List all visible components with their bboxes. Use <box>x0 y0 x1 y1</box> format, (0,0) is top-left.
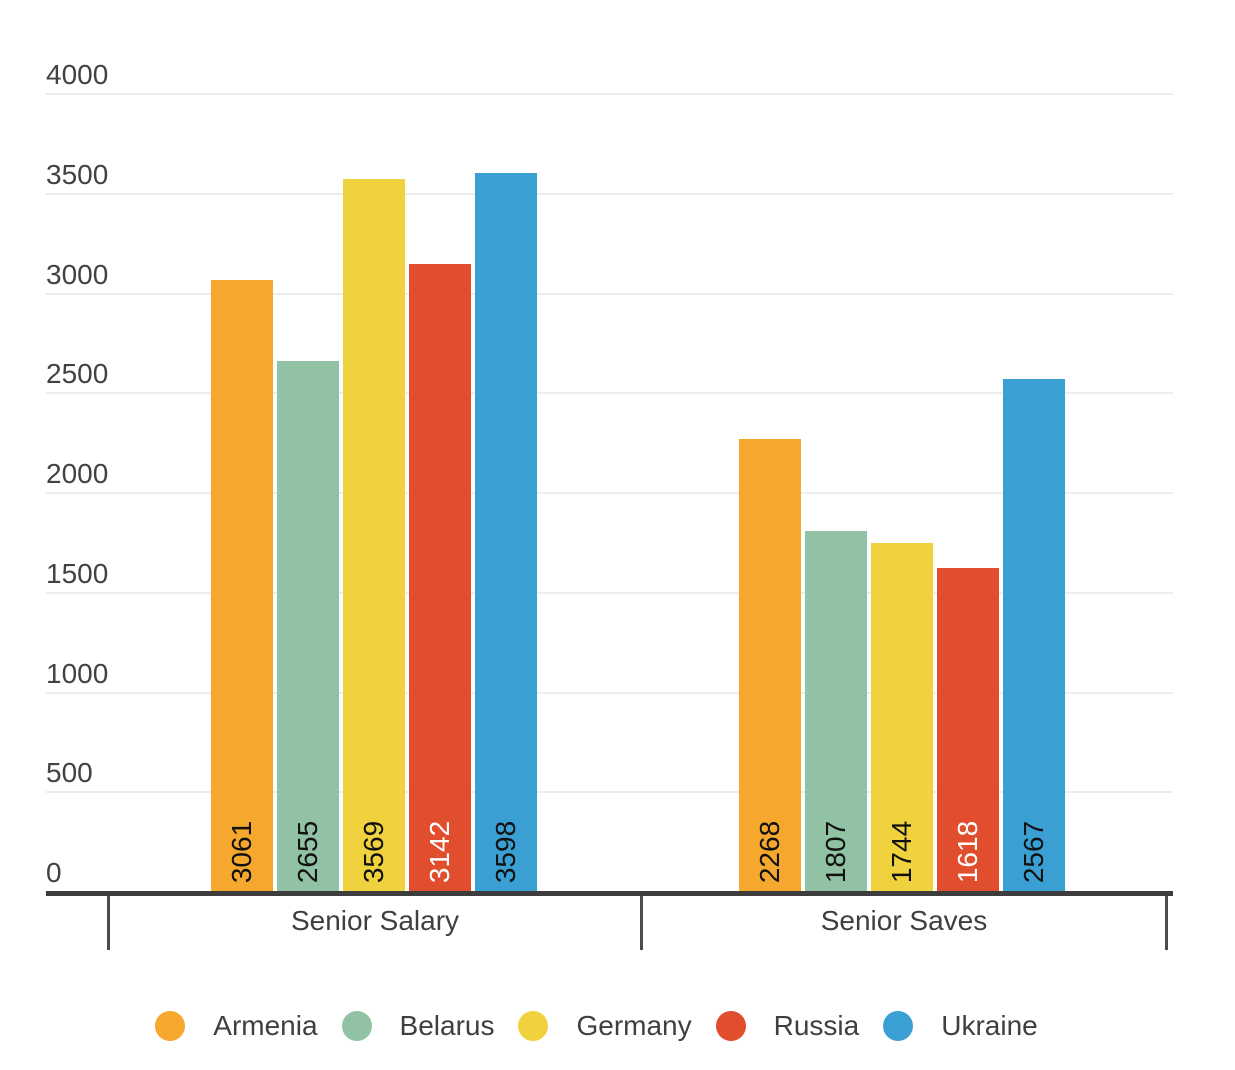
y-axis-tick-label: 2500 <box>46 358 109 389</box>
bar-value-label: 2567 <box>1018 820 1049 884</box>
y-gridline <box>46 193 1173 195</box>
y-gridline <box>46 93 1173 95</box>
legend-swatch-russia <box>715 1011 746 1041</box>
y-axis-tick-label: 1000 <box>46 658 109 689</box>
bar-russia-senior-saves[interactable]: 1618 <box>937 568 999 891</box>
legend-label: Armenia <box>213 1010 318 1041</box>
bar-value-label: 3598 <box>490 820 521 884</box>
bar-ukraine-senior-salary[interactable]: 3598 <box>475 173 537 891</box>
legend: Armenia Belarus Germany Russia Ukraine <box>0 1010 1235 1042</box>
category-section-senior-salary: Senior Salary <box>107 896 640 950</box>
bar-belarus-senior-salary[interactable]: 2655 <box>277 361 339 891</box>
x-axis-baseline <box>46 891 1173 896</box>
category-label: Senior Saves <box>820 905 988 936</box>
legend-swatch-armenia <box>155 1011 186 1041</box>
y-gridline <box>46 392 1173 394</box>
bar-armenia-senior-salary[interactable]: 3061 <box>211 280 273 891</box>
legend-label: Russia <box>773 1010 860 1041</box>
bar-value-label: 1744 <box>886 820 917 884</box>
bar-germany-senior-salary[interactable]: 3569 <box>343 179 405 891</box>
bar-belarus-senior-saves[interactable]: 1807 <box>805 531 867 891</box>
bar-value-label: 2655 <box>292 820 323 884</box>
y-axis-tick-label: 500 <box>46 757 93 788</box>
category-label: Senior Salary <box>290 905 460 936</box>
legend-label: Germany <box>576 1010 692 1041</box>
legend-item-ukraine[interactable]: Ukraine <box>883 1010 1038 1042</box>
bar-value-label: 1618 <box>952 820 983 884</box>
legend-swatch-ukraine <box>883 1011 914 1041</box>
bar-armenia-senior-saves[interactable]: 2268 <box>739 439 801 891</box>
y-axis-tick-label: 3000 <box>46 259 109 290</box>
legend-swatch-belarus <box>341 1011 372 1041</box>
bar-value-label: 1807 <box>820 820 851 884</box>
legend-item-germany[interactable]: Germany <box>518 1010 692 1042</box>
legend-label: Belarus <box>399 1010 495 1041</box>
bar-russia-senior-salary[interactable]: 3142 <box>409 264 471 891</box>
y-gridline <box>46 492 1173 494</box>
bar-value-label: 3142 <box>424 820 455 884</box>
y-axis-tick-label: 3500 <box>46 159 109 190</box>
category-section-senior-saves: Senior Saves <box>640 896 1168 950</box>
y-axis-tick-label: 1500 <box>46 558 109 589</box>
bar-value-label: 3569 <box>358 820 389 884</box>
y-gridline <box>46 293 1173 295</box>
y-gridline <box>46 692 1173 694</box>
legend-item-belarus[interactable]: Belarus <box>341 1010 495 1042</box>
y-axis-tick-label: 4000 <box>46 59 109 90</box>
y-gridline <box>46 791 1173 793</box>
bar-ukraine-senior-saves[interactable]: 2567 <box>1003 379 1065 891</box>
y-gridline <box>46 592 1173 594</box>
y-axis-tick-label: 0 <box>46 857 62 888</box>
legend-label: Ukraine <box>941 1010 1038 1041</box>
legend-item-armenia[interactable]: Armenia <box>155 1010 318 1042</box>
y-axis-tick-label: 2000 <box>46 458 109 489</box>
bar-germany-senior-saves[interactable]: 1744 <box>871 543 933 891</box>
legend-swatch-germany <box>518 1011 549 1041</box>
bar-value-label: 3061 <box>226 820 257 884</box>
legend-item-russia[interactable]: Russia <box>715 1010 860 1042</box>
bar-value-label: 2268 <box>754 820 785 884</box>
